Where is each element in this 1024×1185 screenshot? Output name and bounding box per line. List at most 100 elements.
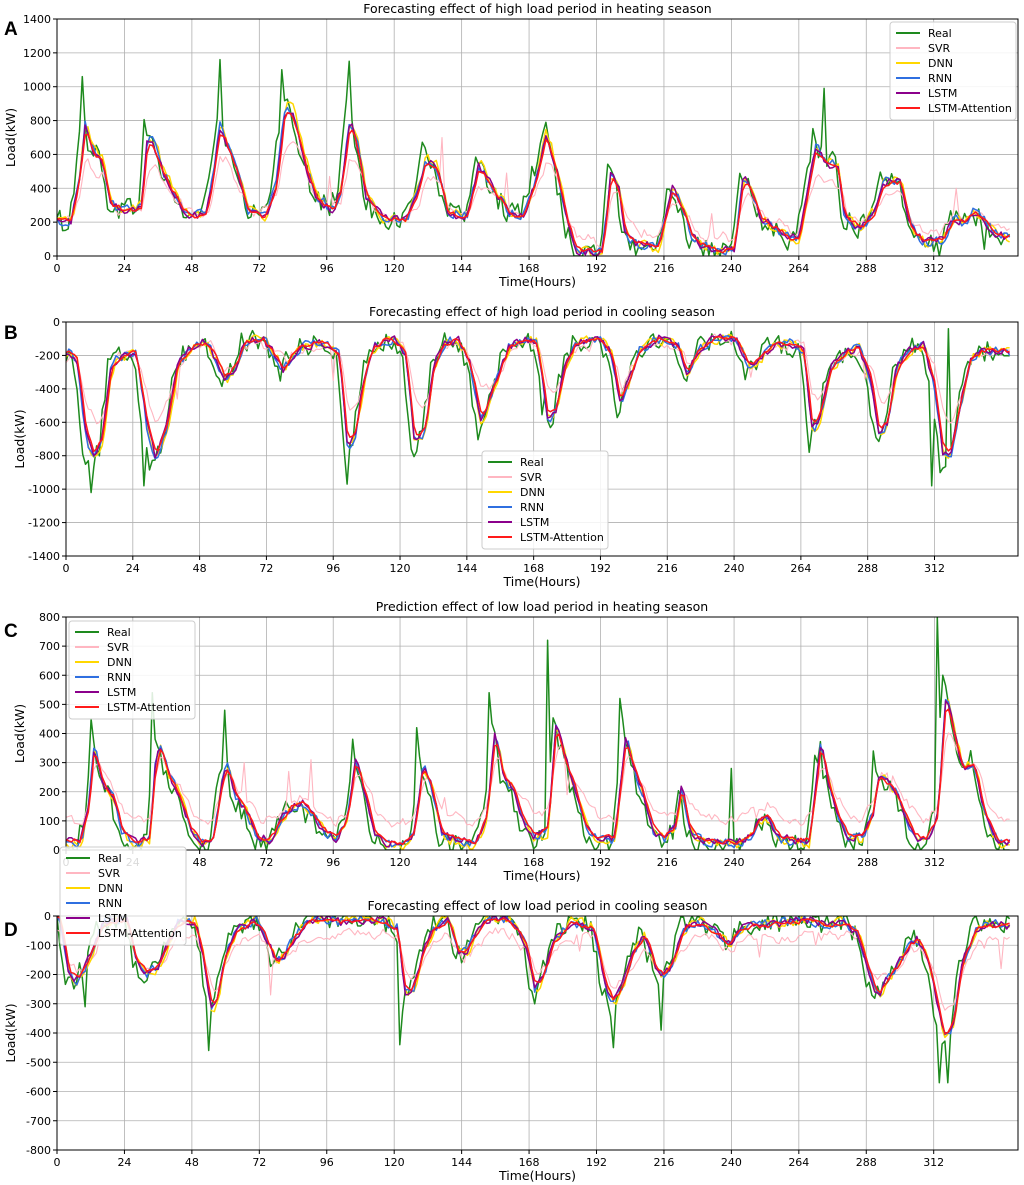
y-tick-label: 100 [39, 815, 60, 828]
x-tick-label: 288 [856, 262, 877, 275]
y-tick-label: -300 [26, 998, 51, 1011]
chart-panel-c: C024487296120144168192216240264288312010… [4, 599, 1019, 883]
x-tick-label: 312 [924, 856, 945, 869]
y-tick-label: 600 [39, 669, 60, 682]
y-tick-label: -400 [35, 383, 60, 396]
x-tick-label: 48 [185, 262, 199, 275]
y-tick-label: 1200 [23, 47, 51, 60]
x-tick-label: 144 [451, 262, 472, 275]
x-axis-label: Time(Hours) [498, 1168, 576, 1183]
y-tick-label: -400 [26, 1027, 51, 1040]
x-tick-label: 120 [390, 562, 411, 575]
x-tick-label: 96 [326, 562, 340, 575]
y-tick-label: 0 [53, 844, 60, 857]
y-axis-label: Load(kW) [3, 1003, 18, 1062]
legend: Real SVR DNN RNN LSTM LSTM-Attention [889, 21, 1017, 121]
legend-box [481, 450, 609, 550]
x-tick-label: 240 [721, 1156, 742, 1169]
chart-title: Forecasting effect of low load period in… [367, 898, 707, 913]
legend-box [59, 846, 187, 946]
x-tick-label: 288 [857, 562, 878, 575]
x-tick-label: 216 [657, 856, 678, 869]
x-axis-label: Time(Hours) [503, 574, 581, 589]
x-tick-label: 216 [653, 262, 674, 275]
series-group [66, 617, 1011, 850]
y-tick-label: 300 [39, 757, 60, 770]
y-axis-label: Load(kW) [3, 108, 18, 167]
legend-label-real: Real [98, 852, 122, 865]
chart-panel-d: D 0 24 48 72 96 120 144 168 192 216 240 264 288 312 -80… [3, 846, 1019, 1183]
y-tick-label: -200 [35, 349, 60, 362]
y-tick-label: -1000 [28, 483, 60, 496]
legend-label-dnn: DNN [98, 882, 123, 895]
x-tick-label: 120 [390, 856, 411, 869]
y-tick-label: -1400 [28, 550, 60, 563]
legend-label-svr: SVR [928, 42, 951, 55]
x-tick-label: 168 [519, 262, 540, 275]
panel-letter: D [4, 920, 18, 941]
x-tick-label: 144 [456, 562, 477, 575]
axes-frame [56, 18, 1019, 257]
x-tick-label: 312 [924, 562, 945, 575]
y-tick-label: 200 [30, 216, 51, 229]
y-tick-label: 0 [44, 250, 51, 263]
x-tick-label: 24 [117, 1156, 131, 1169]
x-tick-label: 264 [790, 562, 811, 575]
axes-frame [65, 321, 1019, 557]
legend-label-real: Real [107, 626, 131, 639]
series-line-lstm-attention [57, 916, 1010, 1035]
x-tick-label: 312 [923, 1156, 944, 1169]
x-tick-label: 264 [788, 262, 809, 275]
series-line-lstm-attention [57, 111, 1011, 254]
series-line-lstm-attention [66, 708, 1011, 846]
x-tick-label: 72 [252, 1156, 266, 1169]
series-line-svr [57, 927, 1010, 1011]
y-tick-label: 1400 [23, 13, 51, 26]
y-axis-label: Load(kW) [12, 409, 27, 468]
legend-label-svr: SVR [107, 641, 130, 654]
legend-label-real: Real [928, 27, 952, 40]
y-tick-label: 800 [30, 115, 51, 128]
legend-label-dnn: DNN [520, 486, 545, 499]
x-tick-label: 264 [788, 1156, 809, 1169]
y-tick-label: 1000 [23, 81, 51, 94]
legend-label-rnn: RNN [928, 72, 952, 85]
y-tick-label: -200 [26, 969, 51, 982]
series-group [57, 916, 1011, 1084]
legend-label-lstm-attention: LSTM-Attention [98, 927, 182, 940]
x-tick-label: 192 [590, 856, 611, 869]
legend-label-dnn: DNN [107, 656, 132, 669]
x-tick-label: 312 [923, 262, 944, 275]
series-group [66, 327, 1011, 494]
y-tick-label: 400 [30, 182, 51, 195]
y-tick-label: 600 [30, 148, 51, 161]
legend-box [889, 21, 1017, 121]
x-tick-label: 288 [856, 1156, 877, 1169]
y-tick-label: 0 [44, 910, 51, 923]
legend-label-dnn: DNN [928, 57, 953, 70]
x-tick-label: 0 [63, 562, 70, 575]
chart-panel-b: B 0 24 48 72 96 120 144 168 192 216 240 264 288 312 -14… [4, 304, 1019, 589]
chart-title: Forecasting effect of high load period i… [363, 1, 711, 16]
x-tick-label: 72 [252, 262, 266, 275]
x-tick-label: 168 [523, 856, 544, 869]
series-group [57, 58, 1011, 256]
x-tick-label: 48 [193, 562, 207, 575]
legend-label-svr: SVR [520, 471, 543, 484]
y-tick-label: 400 [39, 728, 60, 741]
chart-panel-a: A 0 24 48 72 96 120 144 168 192 216 240 264 288 312 0 20… [3, 1, 1019, 289]
y-tick-label: -600 [26, 1086, 51, 1099]
y-tick-label: -800 [26, 1144, 51, 1157]
legend-label-lstm: LSTM [98, 912, 127, 925]
y-tick-label: -800 [35, 450, 60, 463]
legend-label-lstm: LSTM [520, 516, 549, 529]
x-tick-label: 240 [724, 562, 745, 575]
y-tick-label: 500 [39, 698, 60, 711]
legend-label-rnn: RNN [520, 501, 544, 514]
legend-label-lstm: LSTM [928, 87, 957, 100]
legend-label-real: Real [520, 456, 544, 469]
x-tick-label: 48 [185, 1156, 199, 1169]
x-tick-label: 264 [790, 856, 811, 869]
x-axis-label: Time(Hours) [498, 274, 576, 289]
x-tick-label: 120 [384, 262, 405, 275]
